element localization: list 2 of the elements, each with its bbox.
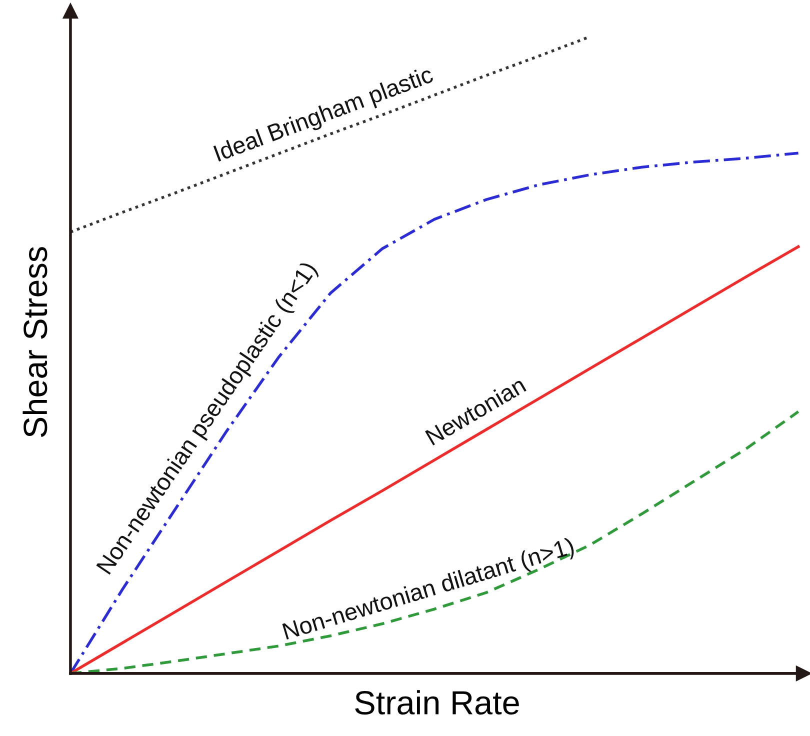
x-axis-title: Strain Rate [355, 690, 519, 715]
y-axis-title: Shear Stress [22, 247, 48, 438]
